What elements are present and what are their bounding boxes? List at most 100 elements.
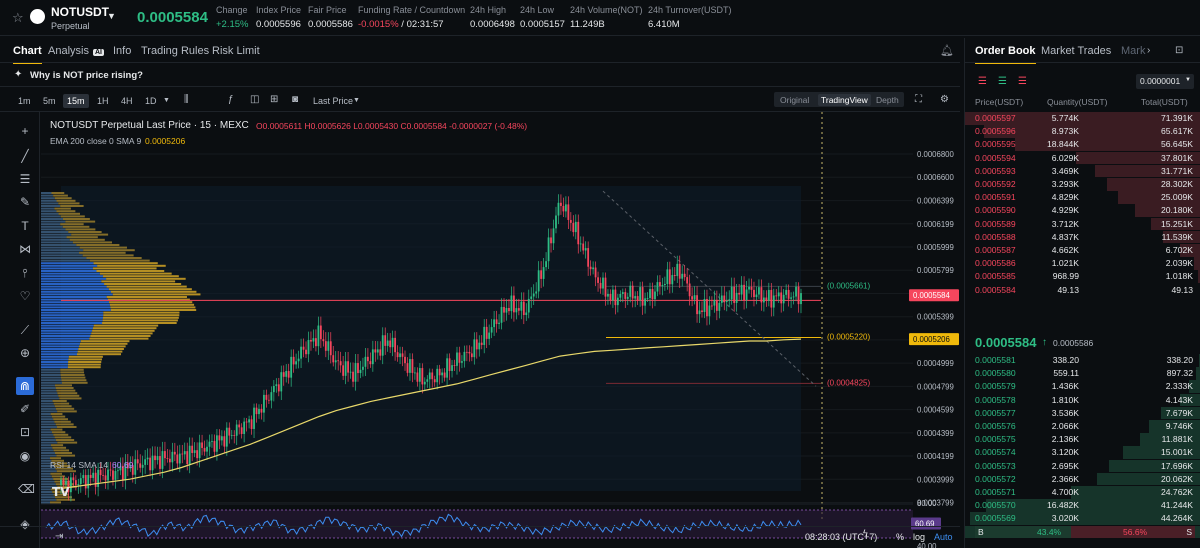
- chevron-right-icon[interactable]: ›: [1147, 45, 1151, 56]
- timeframe-1H[interactable]: 1H: [97, 96, 109, 106]
- view-asks-icon[interactable]: ☰: [1018, 76, 1027, 87]
- zoom-icon[interactable]: ⊕: [19, 346, 31, 360]
- expand-icon[interactable]: ⊡: [1175, 45, 1184, 56]
- indicators-icon[interactable]: ƒ: [228, 94, 234, 105]
- timeframe-1D[interactable]: 1D: [145, 96, 157, 106]
- ask-row[interactable]: 0.0005586 1.021K 2.039K: [965, 257, 1200, 270]
- ob-tab-market-trades[interactable]: Market Trades: [1041, 45, 1111, 57]
- auto-toggle[interactable]: Auto: [934, 532, 953, 542]
- ob-tab-order-book[interactable]: Order Book: [975, 45, 1036, 64]
- bid-row[interactable]: 0.0005580 559.11 897.32: [965, 367, 1200, 380]
- ask-row[interactable]: 0.0005597 5.774K 71.391K: [965, 112, 1200, 125]
- trendline-icon[interactable]: ╱: [21, 149, 29, 163]
- magnet-icon[interactable]: ⋒: [16, 377, 34, 395]
- pattern-icon[interactable]: ⋈: [19, 242, 31, 256]
- candle-body: [164, 451, 166, 459]
- bid-row[interactable]: 0.0005571 4.700K 24.762K: [965, 486, 1200, 499]
- camera-icon[interactable]: ◙: [292, 94, 299, 105]
- tab-label: Risk Limit: [212, 45, 260, 57]
- ask-row[interactable]: 0.0005592 3.293K 28.302K: [965, 178, 1200, 191]
- lightning-icon[interactable]: ϟ: [863, 528, 868, 538]
- crosshair-icon[interactable]: +: [21, 124, 29, 138]
- ask-row[interactable]: 0.0005595 18.844K 56.645K: [965, 138, 1200, 151]
- bid-row[interactable]: 0.0005577 3.536K 7.679K: [965, 406, 1200, 420]
- ask-row[interactable]: 0.0005587 4.662K 6.702K: [965, 244, 1200, 257]
- tab-info[interactable]: Info: [113, 45, 131, 57]
- trend-line[interactable]: [602, 190, 817, 387]
- candle-body: [515, 308, 518, 313]
- ask-row[interactable]: 0.0005585 968.99 1.018K: [965, 270, 1200, 283]
- tab-trading-rules[interactable]: Trading Rules: [141, 45, 209, 57]
- heart-icon[interactable]: ♡: [19, 289, 31, 303]
- brush-icon[interactable]: ✎: [19, 195, 31, 209]
- ask-row[interactable]: 0.0005588 4.837K 11.539K: [965, 230, 1200, 244]
- view-both-icon[interactable]: ☰: [978, 76, 987, 87]
- caret-down-icon[interactable]: ▼: [353, 97, 360, 104]
- ask-row[interactable]: 0.0005596 8.973K 65.617K: [965, 125, 1200, 138]
- orderbook-panel: Order Book Market Trades Mark › ⊡ ☰ ☰ ☰ 0.…: [964, 38, 1200, 548]
- settings-icon[interactable]: ⚙: [940, 94, 949, 105]
- view-mode-tradingview[interactable]: TradingView: [818, 94, 871, 106]
- caret-down-icon[interactable]: ▼: [163, 97, 170, 104]
- bid-row[interactable]: 0.0005576 2.066K 9.746K: [965, 420, 1200, 433]
- ruler-icon[interactable]: ⟋: [20, 323, 30, 337]
- row-total: 20.180K: [1160, 205, 1193, 216]
- volume-profile-bar: [41, 407, 56, 410]
- timeframe-5m[interactable]: 5m: [43, 96, 56, 106]
- fullscreen-icon[interactable]: ⛶: [915, 94, 922, 105]
- timeframe-15m[interactable]: 15m: [63, 94, 89, 108]
- ask-row[interactable]: 0.0005594 6.029K 37.801K: [965, 151, 1200, 165]
- tab-risk-limit[interactable]: Risk Limit: [212, 45, 260, 57]
- bell-icon[interactable]: 🔔︎: [940, 45, 954, 57]
- symbol-name[interactable]: NOTUSDT: [51, 5, 109, 19]
- tab-chart[interactable]: Chart: [13, 45, 42, 64]
- bid-row[interactable]: 0.0005579 1.436K 2.333K: [965, 380, 1200, 393]
- forecast-icon[interactable]: ⫯: [22, 266, 28, 280]
- bid-row[interactable]: 0.0005572 2.366K 20.062K: [965, 472, 1200, 486]
- ask-row[interactable]: 0.0005590 4.929K 20.180K: [965, 204, 1200, 217]
- trash-icon[interactable]: ⌫: [18, 482, 35, 496]
- ticker-stat-value: 0.0005586: [308, 19, 353, 30]
- view-mode-original[interactable]: Original: [780, 95, 810, 105]
- candle-body: [159, 456, 161, 469]
- fib-icon[interactable]: ☰: [19, 172, 31, 186]
- star-icon[interactable]: ☆: [12, 10, 24, 25]
- price-type-select[interactable]: Last Price: [313, 96, 354, 106]
- caret-down-icon[interactable]: ▼: [107, 11, 116, 21]
- timeframe-4H[interactable]: 4H: [121, 96, 133, 106]
- layers-icon[interactable]: ◈: [20, 517, 30, 531]
- ask-row[interactable]: 0.0005589 3.712K 15.251K: [965, 217, 1200, 231]
- log-toggle[interactable]: log: [913, 532, 926, 542]
- view-mode-depth[interactable]: Depth: [876, 95, 899, 105]
- bid-row[interactable]: 0.0005581 338.20 338.20: [965, 354, 1200, 367]
- bid-row[interactable]: 0.0005575 2.136K 11.881K: [965, 433, 1200, 446]
- ask-row[interactable]: 0.0005591 4.829K 25.009K: [965, 191, 1200, 204]
- bid-row[interactable]: 0.0005573 2.695K 17.696K: [965, 459, 1200, 473]
- pencil-lock-icon[interactable]: ✐: [19, 402, 31, 416]
- template-icon[interactable]: ⊞: [270, 94, 279, 105]
- candle-body: [604, 277, 607, 297]
- bid-row[interactable]: 0.0005570 16.482K 41.244K: [965, 499, 1200, 512]
- candle-body: [616, 297, 619, 306]
- bid-row[interactable]: 0.0005578 1.810K 4.143K: [965, 393, 1200, 407]
- tab-analysis[interactable]: Analysis AI: [48, 45, 104, 57]
- notice-link[interactable]: Why is NOT price rising?: [30, 70, 143, 81]
- view-bids-icon[interactable]: ☰: [998, 76, 1007, 87]
- price-chart[interactable]: (0.0005661) (0.0005220) (0.0004825) 0.00068…: [41, 112, 960, 548]
- candle-body: [483, 326, 486, 345]
- timeframe-1m[interactable]: 1m: [18, 96, 31, 106]
- percent-toggle[interactable]: %: [896, 532, 905, 542]
- precision-select[interactable]: 0.0000001 ▼: [1136, 74, 1194, 89]
- candle-body: [569, 219, 572, 223]
- eye-icon[interactable]: ◉: [19, 449, 31, 463]
- ob-tab-mark[interactable]: Mark: [1121, 45, 1145, 57]
- ask-row[interactable]: 0.0005593 3.469K 31.771K: [965, 164, 1200, 178]
- goto-date-icon[interactable]: ⇥: [55, 531, 64, 542]
- layout-icon[interactable]: ◫: [250, 94, 260, 105]
- bid-row[interactable]: 0.0005574 3.120K 15.001K: [965, 446, 1200, 459]
- lock-icon[interactable]: ⊡: [19, 425, 31, 439]
- bid-row[interactable]: 0.0005569 3.020K 44.264K: [965, 512, 1200, 525]
- text-icon[interactable]: T: [21, 219, 29, 233]
- chart-type-icon[interactable]: ⫼: [184, 94, 189, 105]
- ask-row[interactable]: 0.0005584 49.13 49.13: [965, 283, 1200, 297]
